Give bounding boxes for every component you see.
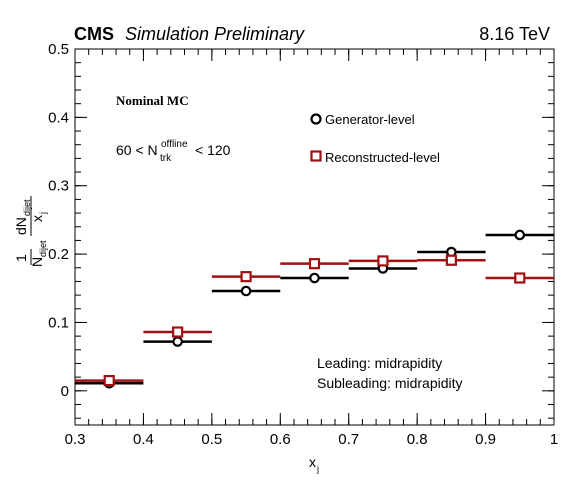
x-tick-label: 0.4 [133,431,154,448]
y-tick-label: 0 [61,383,69,400]
data-point-generator [172,336,183,347]
status-label: Simulation Preliminary [125,24,305,44]
data-point-reconstructed [308,258,321,270]
ntrk-upper: < 120 [195,142,231,158]
y-tick-label: 0.3 [48,178,69,195]
svg-text:1: 1 [13,254,29,262]
data-point-reconstructed [514,272,526,284]
plot-frame [74,48,555,426]
y-tick-label: 0.2 [48,246,69,263]
svg-text:dijet: dijet [38,240,48,257]
legend-marker-generator [310,113,322,125]
legend: Generator-level Reconstructed-level [310,112,440,165]
axis-ticks: 0.3 0.4 0.5 0.6 0.7 0.8 0.9 1 0 0.1 0.2 0.3 0.4 0.5 [48,41,558,448]
y-tick-label: 0.5 [48,41,69,58]
x-tick-label: 0.8 [407,431,428,448]
data-point-reconstructed [240,271,252,283]
series-reconstructed [75,254,554,387]
data-point-reconstructed [172,326,184,338]
x-tick-label: 0.5 [201,431,222,448]
y-tick-label: 0.1 [48,314,69,331]
svg-text:j: j [316,464,319,474]
svg-text:x: x [29,215,45,222]
x-tick-label: 0.3 [65,431,86,448]
legend-marker-reconstructed [310,150,322,162]
data-point-reconstructed [377,255,389,267]
y-tick-label: 0.4 [48,109,69,126]
data-point-reconstructed [103,374,115,387]
series-generator [75,229,554,389]
ntrk-subscript: trk [160,153,172,164]
legend-label-generator: Generator-level [325,112,415,127]
svg-text:dijet: dijet [22,199,32,216]
data-point-generator [309,272,320,284]
ntrk-superscript: offline [161,139,188,150]
energy-label: 8.16 TeV [479,24,550,44]
data-point-generator [514,229,526,241]
svg-text:N: N [29,257,45,267]
experiment-label: CMS [74,24,114,44]
legend-label-reconstructed: Reconstructed-level [325,150,440,165]
data-point-generator [240,285,252,297]
svg-text:j: j [38,212,48,215]
x-tick-label: 0.7 [338,431,359,448]
data-point-reconstructed [445,254,457,266]
x-tick-label: 0.9 [475,431,496,448]
y-axis-title: 1 N dijet dN dijet x j [13,196,48,267]
leading-label: Leading: midrapidity [317,355,442,371]
ntrk-selection: 60 < N offline trk < 120 [116,139,231,164]
x-tick-label: 1 [550,431,558,448]
x-axis-title: x j [309,454,319,474]
subleading-label: Subleading: midrapidity [317,375,463,391]
svg-text:x: x [309,454,316,470]
sample-label: Nominal MC [116,93,189,108]
data-layer [75,229,554,389]
ntrk-symbol: N [148,142,158,158]
svg-text:dN: dN [13,217,29,235]
x-tick-label: 0.6 [270,431,291,448]
ntrk-lower: 60 < N [116,142,158,158]
